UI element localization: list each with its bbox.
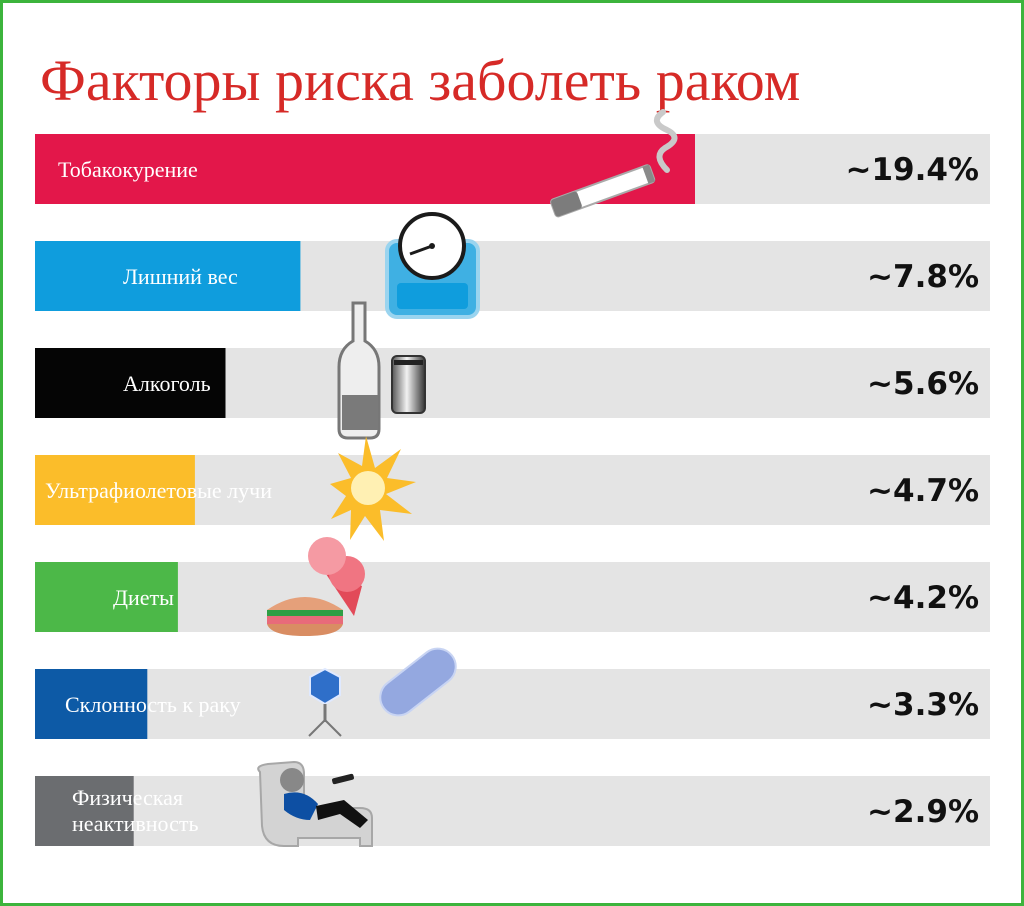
scale-icon	[385, 212, 480, 319]
bar	[35, 776, 134, 846]
bar-track	[35, 776, 990, 846]
bar-row: Склонность к раку ~3.3%	[35, 669, 990, 739]
value-label: ~5.6%	[867, 366, 979, 402]
category-label: Физическая неактивность	[72, 785, 198, 836]
value-label: ~19.4%	[845, 152, 979, 188]
bar-row: Физическая неактивность ~2.9%	[35, 776, 990, 846]
category-label: Лишний вес	[123, 264, 238, 289]
value-label: ~2.9%	[867, 794, 979, 830]
bar-row: Лишний вес ~7.8%	[35, 241, 990, 311]
category-label: Склонность к раку	[65, 692, 241, 717]
category-label: Алкоголь	[123, 371, 211, 396]
value-label: ~7.8%	[867, 259, 979, 295]
person-on-couch-icon	[257, 760, 373, 847]
bar	[35, 348, 226, 418]
bar-track	[35, 562, 990, 632]
value-label: ~4.2%	[867, 580, 979, 616]
chart-title: Факторы риска заболеть раком	[40, 48, 801, 113]
bar-row: Тобакокурение ~19.4%	[35, 134, 990, 204]
burger-and-icecream-icon	[267, 537, 365, 636]
category-label: Ультрафиолетовые лучи	[45, 478, 272, 503]
bar-row: Диеты ~4.2%	[35, 562, 990, 632]
value-label: ~3.3%	[867, 687, 979, 723]
bar	[35, 562, 178, 632]
sun-burst-icon	[330, 436, 416, 541]
bar	[35, 241, 301, 311]
category-label: Диеты	[113, 585, 174, 610]
category-label: Тобакокурение	[58, 157, 198, 182]
value-label: ~4.7%	[867, 473, 979, 509]
bar-row: Алкоголь ~5.6%	[35, 348, 990, 418]
bar	[35, 669, 148, 739]
bar-track	[35, 669, 990, 739]
bottle-and-can-icon	[337, 301, 426, 440]
virus-and-bacteria-icon	[308, 647, 457, 737]
cigarette-icon	[550, 109, 678, 218]
bar-row: Ультрафиолетовые лучи ~4.7%	[35, 455, 990, 525]
bar	[35, 455, 195, 525]
